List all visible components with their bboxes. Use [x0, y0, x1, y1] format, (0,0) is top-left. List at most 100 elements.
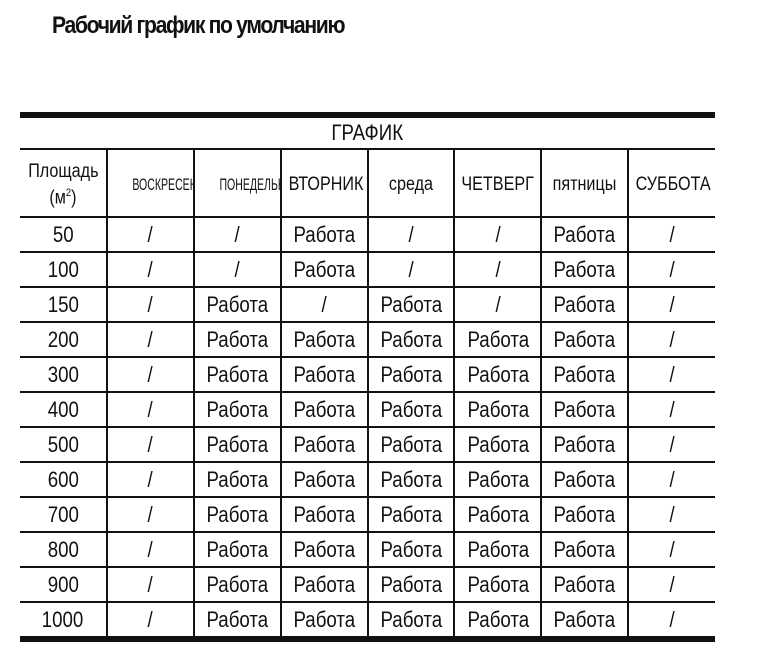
day-cell: / [627, 286, 715, 323]
schedule-value: / [147, 571, 153, 597]
schedule-value: Работа [553, 536, 616, 562]
day-cell: Работа [453, 601, 543, 640]
day-cell: Работа [540, 216, 630, 253]
day-cell: Работа [192, 531, 282, 568]
day-cell: Работа [453, 391, 543, 428]
day-cell: Работа [366, 461, 456, 498]
schedule-value: Работа [293, 431, 355, 457]
day-cell: Работа [540, 566, 630, 603]
schedule-value: Работа [380, 501, 442, 527]
area-cell: 400 [20, 391, 108, 428]
schedule-value: Работа [380, 606, 442, 632]
schedule-value: Работа [466, 536, 529, 562]
day-cell: / [105, 251, 195, 288]
schedule-value: Работа [466, 361, 529, 387]
day-cell: Работа [453, 426, 543, 463]
schedule-value: / [147, 256, 153, 282]
day-cell: Работа [279, 496, 369, 533]
schedule-value: Работа [293, 606, 355, 632]
schedule-value: / [321, 291, 327, 317]
schedule-value: / [147, 501, 153, 527]
table-caption: ГРАФИК [331, 120, 404, 145]
schedule-value: Работа [293, 221, 355, 247]
day-cell: Работа [192, 356, 282, 393]
schedule-value: / [495, 221, 501, 247]
schedule-value: Работа [206, 326, 269, 352]
area-cell: 50 [20, 216, 108, 253]
day-cell: Работа [279, 426, 369, 463]
day-cell: / [105, 566, 195, 603]
schedule-value: Работа [553, 256, 616, 282]
day-header: среда [366, 148, 456, 218]
day-name: ВОСКРЕСЕНИЕ [132, 175, 191, 194]
day-cell: / [453, 251, 543, 288]
schedule-value: Работа [293, 256, 355, 282]
schedule-value: Работа [206, 501, 269, 527]
schedule-row: 200 / Работа Работа Работа Работа Работа / [20, 321, 715, 358]
schedule-value: Работа [553, 361, 616, 387]
day-cell: Работа [366, 356, 456, 393]
schedule-value: / [408, 256, 414, 282]
day-cell: Работа [540, 356, 630, 393]
schedule-value: / [147, 361, 153, 387]
schedule-row: 50 / / Работа / / Работа / [20, 216, 715, 253]
day-cell: Работа [540, 426, 630, 463]
schedule-value: / [669, 291, 675, 317]
day-name: пятницы [552, 174, 617, 195]
schedule-value: / [669, 501, 675, 527]
schedule-value: / [147, 326, 153, 352]
day-cell: Работа [192, 391, 282, 428]
schedule-value: / [669, 606, 675, 632]
day-cell: Работа [540, 286, 630, 323]
day-cell: / [453, 286, 543, 323]
day-name: ВТОРНИК [288, 174, 364, 195]
day-cell: Работа [279, 216, 369, 253]
schedule-value: Работа [466, 571, 529, 597]
area-cell: 600 [20, 461, 108, 498]
schedule-table: ГРАФИК Площадь (м2) ВОСКРЕСЕНИЕ ПОНЕДЕЛЬНИК В… [20, 112, 715, 642]
schedule-row: 150 / Работа / Работа / Работа / [20, 286, 715, 323]
schedule-value: Работа [206, 466, 269, 492]
schedule-value: Работа [293, 361, 355, 387]
area-value: 100 [47, 256, 79, 282]
schedule-value: / [147, 431, 153, 457]
schedule-value: Работа [206, 606, 269, 632]
schedule-value: / [147, 536, 153, 562]
day-cell: Работа [192, 566, 282, 603]
day-header: ВТОРНИК [279, 148, 369, 218]
day-cell: Работа [279, 531, 369, 568]
day-cell: / [627, 601, 715, 640]
header-row: Площадь (м2) ВОСКРЕСЕНИЕ ПОНЕДЕЛЬНИК ВТОРНИК… [20, 148, 715, 218]
day-cell: Работа [453, 496, 543, 533]
day-cell: Работа [192, 601, 282, 640]
day-cell: Работа [279, 356, 369, 393]
schedule-value: Работа [553, 571, 616, 597]
day-name: ПОНЕДЕЛЬНИК [219, 175, 278, 194]
schedule-value: Работа [466, 501, 529, 527]
schedule-row: 800 / Работа Работа Работа Работа Работа / [20, 531, 715, 568]
schedule-value: Работа [380, 291, 442, 317]
schedule-value: Работа [553, 431, 616, 457]
day-cell: / [105, 286, 195, 323]
schedule-value: Работа [553, 501, 616, 527]
schedule-row: 500 / Работа Работа Работа Работа Работа / [20, 426, 715, 463]
day-name: среда [388, 174, 433, 195]
day-cell: / [192, 216, 282, 253]
day-cell: Работа [453, 321, 543, 358]
schedule-value: / [669, 431, 675, 457]
day-cell: Работа [540, 391, 630, 428]
schedule-value: / [147, 291, 153, 317]
area-cell: 300 [20, 356, 108, 393]
area-cell: 900 [20, 566, 108, 603]
caption-row: ГРАФИК [20, 115, 715, 150]
schedule-row: 900 / Работа Работа Работа Работа Работа / [20, 566, 715, 603]
unit-exponent: 2 [65, 186, 72, 199]
day-cell: / [627, 321, 715, 358]
schedule-value: Работа [380, 431, 442, 457]
day-cell: / [105, 391, 195, 428]
area-value: 900 [47, 571, 79, 597]
day-cell: Работа [540, 531, 630, 568]
schedule-value: Работа [466, 466, 529, 492]
area-value: 50 [52, 221, 74, 247]
schedule-row: 100 / / Работа / / Работа / [20, 251, 715, 288]
